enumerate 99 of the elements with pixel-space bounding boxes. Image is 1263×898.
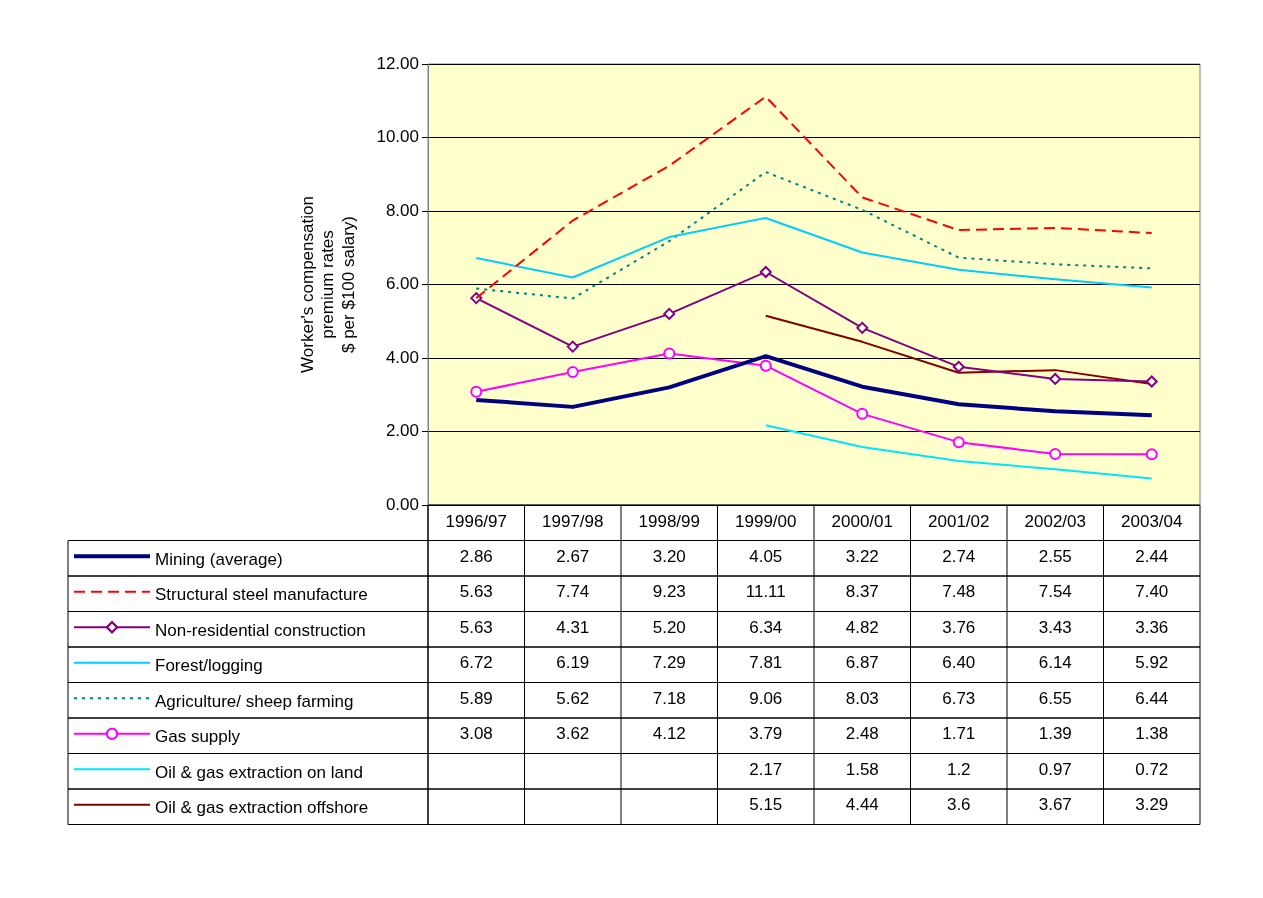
data-label: 1.38 (1135, 724, 1169, 744)
data-label: 2.48 (845, 724, 879, 744)
data-label: 2.86 (459, 546, 493, 566)
legend-label: Gas supply (155, 727, 241, 747)
data-label: 1.58 (845, 759, 879, 779)
data-label: 6.87 (845, 653, 879, 673)
data-label: 5.15 (749, 795, 783, 815)
x-tick-label: 1997/98 (542, 512, 604, 532)
data-label: 11.11 (745, 582, 786, 602)
y-tick-label: 6.00 (385, 274, 419, 294)
data-label: 5.20 (652, 617, 686, 637)
point (1145, 375, 1158, 388)
point (566, 340, 579, 353)
data-label: 7.18 (652, 688, 686, 708)
legend-label: Non-residential construction (155, 620, 366, 640)
data-label: 6.72 (459, 653, 493, 673)
data-label: 6.44 (1135, 688, 1169, 708)
data-label: 5.89 (459, 688, 493, 708)
data-label: 0.97 (1038, 759, 1072, 779)
line-series (475, 171, 1153, 300)
data-label: 5.63 (459, 617, 493, 637)
point (856, 321, 869, 334)
data-label: 5.63 (459, 582, 493, 602)
data-label: 6.34 (749, 617, 783, 637)
data-label: 3.20 (652, 546, 686, 566)
data-label: 4.12 (652, 724, 686, 744)
point (1145, 448, 1158, 461)
data-label: 8.03 (845, 688, 879, 708)
data-label: 7.29 (652, 653, 686, 673)
data-label: 1.39 (1038, 724, 1072, 744)
y-tick-label: 2.00 (385, 421, 419, 441)
data-label: 3.43 (1038, 617, 1072, 637)
data-label: 2.17 (749, 759, 783, 779)
data-label: 6.14 (1038, 653, 1072, 673)
data-label: 4.31 (556, 617, 590, 637)
data-label: 2.55 (1038, 546, 1072, 566)
y-tick-label: 12.00 (376, 53, 419, 73)
data-label: 7.74 (556, 582, 590, 602)
data-label: 6.40 (942, 653, 976, 673)
data-label: 3.62 (556, 724, 590, 744)
point (470, 292, 483, 305)
point (759, 266, 772, 279)
legend-label: Forest/logging (155, 656, 263, 676)
data-label: 7.81 (749, 653, 783, 673)
x-tick-label: 1998/99 (638, 512, 700, 532)
data-label: 2.67 (556, 546, 590, 566)
legend-label: Agriculture/ sheep farming (155, 691, 354, 711)
data-label: 5.62 (556, 688, 590, 708)
data-label: 6.55 (1038, 688, 1072, 708)
point (1049, 447, 1062, 460)
data-label: 8.37 (845, 582, 879, 602)
point (759, 359, 772, 372)
data-label: 0.72 (1135, 759, 1169, 779)
data-label: 6.19 (556, 653, 590, 673)
y-tick-label: 4.00 (385, 347, 419, 367)
y-tick-label: 10.00 (376, 127, 419, 147)
x-tick-label: 2001/02 (928, 512, 990, 532)
data-label: 3.08 (459, 724, 493, 744)
data-label: 3.29 (1135, 795, 1169, 815)
legend-label: Mining (average) (155, 549, 283, 569)
point (663, 307, 676, 320)
data-label: 2.74 (942, 546, 976, 566)
data-label: 7.40 (1135, 582, 1169, 602)
legend-label: Structural steel manufacture (155, 585, 368, 605)
legend-label: Oil & gas extraction offshore (155, 798, 369, 818)
x-tick-label: 1996/97 (445, 512, 507, 532)
data-label: 1.2 (946, 759, 971, 779)
data-label: 7.54 (1038, 582, 1072, 602)
data-label: 3.79 (749, 724, 783, 744)
data-label: 3.76 (942, 617, 976, 637)
legend-label: Oil & gas extraction on land (155, 762, 363, 782)
data-label: 3.22 (845, 546, 879, 566)
data-label: 6.73 (942, 688, 976, 708)
point (663, 347, 676, 360)
y-tick-label: 0.00 (385, 494, 419, 514)
point (470, 385, 483, 398)
data-label: 4.82 (845, 617, 879, 637)
point (1049, 372, 1062, 385)
data-label: 2.44 (1135, 546, 1169, 566)
y-axis-title: Worker's compensation premium rates $ per $100 salary) (297, 196, 358, 373)
point (566, 365, 579, 378)
data-label: 4.05 (749, 546, 783, 566)
data-label: 3.6 (946, 795, 971, 815)
data-label: 5.92 (1135, 653, 1169, 673)
point (856, 407, 869, 420)
data-label: 7.48 (942, 582, 976, 602)
x-tick-label: 1999/00 (735, 512, 797, 532)
point (952, 436, 965, 449)
y-tick-label: 8.00 (385, 200, 419, 220)
point (952, 360, 965, 373)
x-tick-label: 2000/01 (831, 512, 893, 532)
data-label: 3.36 (1135, 617, 1169, 637)
data-label: 3.67 (1038, 795, 1072, 815)
x-tick-label: 2003/04 (1121, 512, 1183, 532)
data-label: 9.06 (749, 688, 783, 708)
data-label: 1.71 (942, 724, 976, 744)
data-label: 4.44 (845, 795, 879, 815)
x-tick-label: 2002/03 (1024, 512, 1086, 532)
data-label: 9.23 (652, 582, 686, 602)
